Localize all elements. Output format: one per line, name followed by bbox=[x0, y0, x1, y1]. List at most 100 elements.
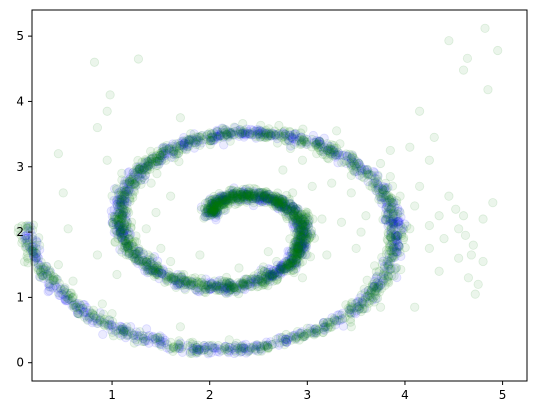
data-point bbox=[138, 255, 148, 265]
data-point bbox=[280, 206, 290, 216]
data-point bbox=[309, 328, 319, 338]
data-point bbox=[396, 264, 406, 275]
data-point bbox=[480, 23, 490, 33]
data-point bbox=[115, 197, 125, 208]
data-point bbox=[204, 208, 214, 218]
data-point bbox=[173, 278, 183, 288]
y-tick-label: 2 bbox=[16, 225, 24, 239]
data-point bbox=[253, 188, 264, 198]
data-point bbox=[128, 252, 138, 262]
data-point bbox=[362, 169, 372, 179]
data-point bbox=[392, 244, 402, 254]
data-point bbox=[138, 333, 148, 343]
data-point bbox=[244, 193, 254, 203]
data-point bbox=[20, 233, 30, 244]
data-point bbox=[207, 194, 217, 205]
data-point bbox=[318, 317, 329, 328]
data-point bbox=[391, 236, 401, 246]
data-point bbox=[280, 204, 290, 214]
data-point bbox=[220, 284, 230, 295]
data-point bbox=[257, 280, 267, 290]
data-point bbox=[124, 249, 134, 259]
data-point bbox=[194, 279, 204, 289]
data-point bbox=[363, 285, 373, 296]
data-point bbox=[399, 225, 409, 235]
data-point bbox=[309, 137, 319, 147]
data-point bbox=[394, 218, 404, 228]
data-point bbox=[270, 130, 280, 140]
data-point bbox=[391, 247, 401, 257]
data-point bbox=[58, 290, 68, 300]
data-point bbox=[118, 182, 129, 192]
data-point bbox=[346, 162, 356, 172]
data-point bbox=[286, 261, 297, 271]
data-point bbox=[365, 181, 375, 191]
data-point bbox=[107, 320, 117, 330]
data-point bbox=[371, 294, 381, 304]
data-point bbox=[317, 142, 327, 152]
data-point bbox=[250, 273, 261, 284]
data-point bbox=[227, 194, 237, 204]
data-point bbox=[179, 138, 190, 149]
data-point bbox=[117, 210, 127, 220]
data-point bbox=[291, 256, 301, 266]
x-tick-label: 4 bbox=[401, 388, 409, 402]
data-point bbox=[120, 176, 130, 186]
data-point bbox=[154, 159, 164, 169]
data-point bbox=[394, 217, 404, 227]
data-point bbox=[214, 282, 224, 292]
data-point bbox=[193, 135, 204, 145]
data-point bbox=[207, 206, 217, 216]
data-point bbox=[54, 290, 64, 300]
data-point bbox=[262, 133, 272, 143]
data-point bbox=[171, 149, 182, 159]
data-point bbox=[119, 243, 130, 253]
y-tick-label: 0 bbox=[16, 356, 24, 370]
data-point bbox=[72, 305, 82, 315]
data-point bbox=[287, 132, 297, 142]
data-point bbox=[324, 317, 334, 327]
data-point bbox=[252, 193, 262, 203]
data-point bbox=[258, 197, 268, 207]
data-point bbox=[382, 209, 392, 219]
data-point bbox=[204, 285, 214, 295]
data-point bbox=[390, 231, 401, 241]
data-point bbox=[238, 343, 248, 353]
data-point bbox=[384, 213, 394, 223]
x-tick-label: 5 bbox=[499, 388, 507, 402]
data-point bbox=[241, 190, 252, 200]
data-point bbox=[240, 128, 250, 138]
data-point bbox=[375, 302, 386, 312]
data-point bbox=[209, 207, 219, 217]
data-point bbox=[282, 213, 292, 224]
data-point bbox=[298, 234, 309, 244]
data-point bbox=[290, 239, 300, 249]
data-point bbox=[296, 248, 306, 259]
data-point bbox=[388, 215, 398, 225]
data-point bbox=[287, 206, 297, 216]
data-point bbox=[18, 235, 28, 245]
data-point bbox=[383, 272, 393, 282]
data-point bbox=[33, 258, 43, 268]
data-point bbox=[157, 268, 167, 279]
data-point bbox=[352, 302, 362, 313]
data-point bbox=[119, 326, 129, 336]
data-point bbox=[208, 343, 218, 353]
data-point bbox=[296, 328, 306, 338]
data-point bbox=[156, 267, 167, 277]
data-point bbox=[174, 138, 184, 148]
data-point bbox=[429, 132, 439, 142]
data-point bbox=[296, 132, 306, 142]
data-point bbox=[242, 129, 252, 139]
data-point bbox=[277, 202, 287, 212]
data-point bbox=[248, 194, 258, 204]
data-point bbox=[387, 217, 397, 228]
data-point bbox=[287, 258, 297, 268]
data-point bbox=[392, 231, 402, 242]
data-point bbox=[295, 248, 305, 258]
data-point bbox=[295, 210, 305, 220]
data-point bbox=[262, 273, 272, 283]
data-point bbox=[120, 237, 131, 247]
data-point bbox=[129, 330, 139, 341]
data-point bbox=[276, 202, 287, 213]
